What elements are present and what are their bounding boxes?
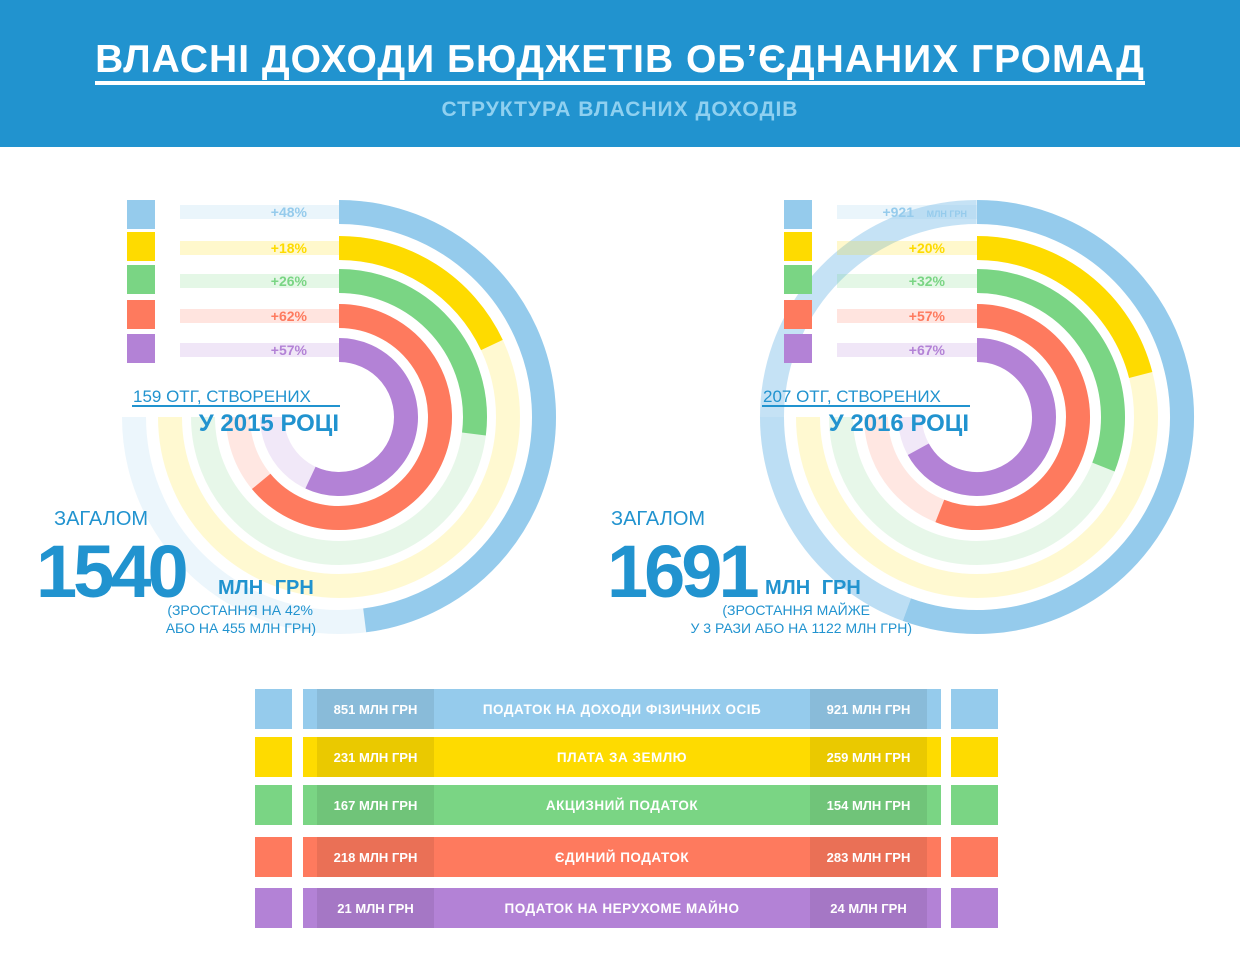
left-arc-4: [305, 338, 418, 496]
category-label: ПЛАТА ЗА ЗЕМЛЮ: [556, 749, 688, 765]
right-legend-strip-0: [837, 205, 977, 219]
category-label: ПОДАТОК НА ДОХОДИ ФІЗИЧНИХ ОСІБ: [482, 701, 762, 717]
right-growth-label-2: +32%: [909, 273, 946, 289]
left-growth-label-4: +57%: [271, 342, 308, 358]
right-legend-swatch-0: [784, 200, 812, 229]
row-bar: 218 МЛН ГРН ЄДИНИЙ ПОДАТОК 283 МЛН ГРН: [303, 837, 941, 877]
row-bar: 231 МЛН ГРН ПЛАТА ЗА ЗЕМЛЮ 259 МЛН ГРН: [303, 737, 941, 777]
right-growth-label-0: +921: [882, 204, 914, 220]
left-legend-swatch-3: [127, 300, 155, 329]
row-swatch-left: [255, 737, 292, 777]
right-legend-swatch-4: [784, 334, 812, 363]
right-legend-swatch-3: [784, 300, 812, 329]
row-swatch-right: [951, 785, 998, 825]
right-note-line2: У 3 РАЗИ АБО НА 1122 МЛН ГРН): [691, 620, 912, 636]
right-arc-0-tail: [760, 200, 977, 621]
right-legend-strip-2: [837, 274, 977, 288]
right-arc-4: [907, 338, 1056, 496]
left-arc-0: [338, 200, 556, 633]
value-2015: 21 МЛН ГРН: [317, 888, 434, 928]
page-subtitle: СТРУКТУРА ВЛАСНИХ ДОХОДІВ: [441, 98, 799, 121]
table-row: 851 МЛН ГРН ПОДАТОК НА ДОХОДИ ФІЗИЧНИХ О…: [0, 689, 1240, 729]
right-total-unit: МЛН ГРН: [765, 577, 861, 599]
left-total-label: ЗАГАЛОМ: [54, 508, 148, 530]
left-note-line2: АБО НА 455 МЛН ГРН): [166, 620, 316, 636]
row-swatch-left: [255, 689, 292, 729]
table-row: 218 МЛН ГРН ЄДИНИЙ ПОДАТОК 283 МЛН ГРН: [0, 837, 1240, 877]
left-total-value: 1540: [36, 530, 186, 613]
row-swatch-right: [951, 888, 998, 928]
table-row: 167 МЛН ГРН АКЦИЗНИЙ ПОДАТОК 154 МЛН ГРН: [0, 785, 1240, 825]
left-legend-swatch-4: [127, 334, 155, 363]
category-label: ПОДАТОК НА НЕРУХОМЕ МАЙНО: [504, 900, 740, 916]
left-chart-title-line1: 159 ОТГ, СТВОРЕНИХ: [133, 387, 311, 406]
right-growth-suffix: МЛН ГРН: [927, 209, 967, 219]
right-growth-label-4: +67%: [909, 342, 946, 358]
left-legend-swatch-2: [127, 265, 155, 294]
right-legend-strip-3: [837, 309, 977, 323]
category-label: АКЦИЗНИЙ ПОДАТОК: [545, 797, 699, 813]
left-legend-strip-1: [180, 241, 339, 255]
value-2015: 167 МЛН ГРН: [317, 785, 434, 825]
left-legend-swatch-0: [127, 200, 155, 229]
left-legend-strip-0: [180, 205, 339, 219]
value-2016: 24 МЛН ГРН: [810, 888, 927, 928]
left-arc-1: [338, 236, 503, 351]
value-2016: 283 МЛН ГРН: [810, 837, 927, 877]
right-note-line1: (ЗРОСТАННЯ МАЙЖЕ: [722, 601, 870, 618]
row-swatch-left: [255, 785, 292, 825]
row-swatch-left: [255, 888, 292, 928]
right-arc-0: [902, 200, 1194, 634]
value-2016: 259 МЛН ГРН: [810, 737, 927, 777]
right-arc-2: [976, 269, 1125, 472]
value-2016: 154 МЛН ГРН: [810, 785, 927, 825]
left-growth-label-2: +26%: [271, 273, 308, 289]
right-chart-title-line1: 207 ОТГ, СТВОРЕНИХ: [763, 387, 941, 406]
left-chart-title-line2: У 2015 РОЦІ: [199, 410, 339, 437]
page-title-text: ВЛАСНІ ДОХОДИ БЮДЖЕТІВ ОБ’ЄДНАНИХ ГРОМАД: [95, 38, 1145, 85]
row-bar: 21 МЛН ГРН ПОДАТОК НА НЕРУХОМЕ МАЙНО 24 …: [303, 888, 941, 928]
row-swatch-left: [255, 837, 292, 877]
left-growth-label-3: +62%: [271, 308, 308, 324]
value-2016: 921 МЛН ГРН: [810, 689, 927, 729]
value-2015: 851 МЛН ГРН: [317, 689, 434, 729]
left-note-line1: (ЗРОСТАННЯ НА 42%: [167, 602, 313, 618]
left-legend-swatch-1: [127, 232, 155, 261]
right-chart-title-line2: У 2016 РОЦІ: [829, 410, 969, 437]
table-row: 21 МЛН ГРН ПОДАТОК НА НЕРУХОМЕ МАЙНО 24 …: [0, 888, 1240, 928]
right-legend-swatch-1: [784, 232, 812, 261]
left-arc-3: [251, 304, 452, 530]
left-legend-strip-3: [180, 309, 339, 323]
right-total-label: ЗАГАЛОМ: [611, 508, 705, 530]
row-bar: 851 МЛН ГРН ПОДАТОК НА ДОХОДИ ФІЗИЧНИХ О…: [303, 689, 941, 729]
left-arc-2: [338, 269, 487, 436]
left-legend-strip-2: [180, 274, 339, 288]
right-growth-label-1: +20%: [909, 240, 946, 256]
right-legend-strip-4: [837, 343, 977, 357]
value-2015: 231 МЛН ГРН: [317, 737, 434, 777]
radial-charts: +48% +18% +26% +62% +57% +921 МЛН ГРН +20% +32% +…: [36, 200, 1194, 636]
right-growth-label-3: +57%: [909, 308, 946, 324]
right-legend-swatch-2: [784, 265, 812, 294]
header-banner: ВЛАСНІ ДОХОДИ БЮДЖЕТІВ ОБ’ЄДНАНИХ ГРОМАД…: [0, 0, 1240, 147]
right-arc-1: [976, 236, 1153, 379]
row-bar: 167 МЛН ГРН АКЦИЗНИЙ ПОДАТОК 154 МЛН ГРН: [303, 785, 941, 825]
row-swatch-right: [951, 689, 998, 729]
left-growth-label-0: +48%: [271, 204, 308, 220]
table-row: 231 МЛН ГРН ПЛАТА ЗА ЗЕМЛЮ 259 МЛН ГРН: [0, 737, 1240, 777]
category-label: ЄДИНИЙ ПОДАТОК: [554, 849, 690, 865]
page-title: ВЛАСНІ ДОХОДИ БЮДЖЕТІВ ОБ’ЄДНАНИХ ГРОМАД: [0, 38, 1240, 85]
right-legend-strip-1: [837, 241, 977, 255]
value-2015: 218 МЛН ГРН: [317, 837, 434, 877]
row-swatch-right: [951, 837, 998, 877]
row-swatch-right: [951, 737, 998, 777]
left-total-unit: МЛН ГРН: [218, 577, 314, 599]
left-growth-label-1: +18%: [271, 240, 308, 256]
right-total-value: 1691: [607, 530, 758, 613]
left-legend-strip-4: [180, 343, 339, 357]
right-arc-3: [935, 304, 1090, 530]
